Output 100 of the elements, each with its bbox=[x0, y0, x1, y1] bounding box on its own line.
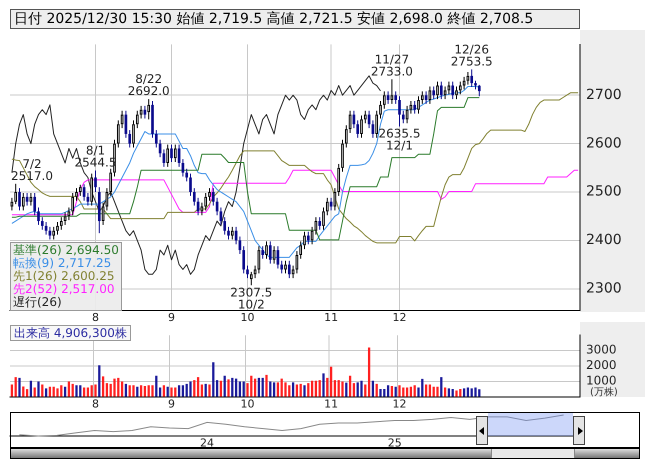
bar bbox=[459, 388, 462, 397]
candlestick bbox=[261, 246, 264, 260]
x-tick-label: 10 bbox=[240, 397, 254, 410]
candlestick bbox=[109, 168, 112, 196]
candlestick bbox=[227, 226, 230, 240]
bar bbox=[262, 378, 264, 397]
bar bbox=[41, 384, 44, 397]
text: 遅行(26) bbox=[13, 295, 63, 309]
bar bbox=[204, 384, 207, 397]
candlestick bbox=[398, 96, 401, 127]
candlestick bbox=[337, 163, 340, 196]
candlestick bbox=[254, 265, 256, 279]
candlestick bbox=[306, 231, 310, 245]
bar bbox=[345, 382, 348, 397]
candlestick bbox=[326, 197, 329, 216]
candlestick bbox=[48, 226, 52, 240]
bar bbox=[383, 388, 386, 397]
candlestick bbox=[334, 188, 336, 211]
candlestick bbox=[394, 90, 398, 104]
candlestick bbox=[296, 250, 298, 274]
x-tick-label: 12 bbox=[392, 397, 406, 410]
candlestick bbox=[94, 170, 97, 193]
bar bbox=[52, 386, 55, 397]
candlestick bbox=[368, 110, 370, 129]
bar bbox=[470, 388, 473, 397]
y-tick-label: 2600 bbox=[586, 135, 622, 152]
candlestick bbox=[10, 197, 14, 211]
candlestick bbox=[410, 100, 412, 114]
x-tick-label: 8 bbox=[92, 397, 99, 410]
candlestick bbox=[220, 207, 222, 226]
text: 先2(52) 2,517.00 bbox=[13, 282, 116, 296]
y-tick-label: 2400 bbox=[586, 232, 622, 248]
annotation: 11/27 2733.0 bbox=[370, 52, 413, 78]
x-tick-label: 11 bbox=[324, 397, 338, 410]
candlestick bbox=[451, 81, 454, 100]
bar bbox=[174, 388, 176, 397]
bar bbox=[478, 389, 480, 397]
candlestick bbox=[60, 216, 63, 230]
candlestick bbox=[322, 207, 325, 230]
candlestick bbox=[166, 144, 170, 168]
candlestick bbox=[250, 271, 253, 286]
candlestick bbox=[162, 148, 166, 168]
candlestick bbox=[75, 188, 78, 202]
bar bbox=[117, 378, 120, 397]
candlestick bbox=[417, 96, 420, 114]
candlestick bbox=[470, 68, 474, 88]
bar bbox=[452, 388, 454, 397]
bar bbox=[338, 380, 340, 397]
bar bbox=[269, 382, 272, 397]
candlestick bbox=[132, 120, 135, 148]
candlestick bbox=[310, 226, 314, 245]
candlestick bbox=[268, 240, 272, 264]
candlestick bbox=[200, 202, 204, 216]
bar bbox=[440, 377, 442, 397]
bar bbox=[98, 365, 100, 397]
candlestick bbox=[140, 105, 142, 119]
bar bbox=[155, 376, 158, 397]
bar bbox=[79, 385, 82, 397]
candlestick bbox=[128, 130, 132, 148]
x-tick-label: 24 bbox=[200, 436, 214, 450]
bar bbox=[231, 378, 234, 397]
candlestick bbox=[144, 105, 146, 119]
candlestick bbox=[406, 105, 408, 124]
chart-title: 日付 2025/12/30 15:30 始値 2,719.5 高値 2,721.5 安値 2,698.0 終値 2,708.5 bbox=[10, 9, 580, 29]
text: 先1(26) 2,600.25 bbox=[13, 269, 116, 283]
bar bbox=[136, 386, 138, 397]
candlestick bbox=[230, 226, 234, 240]
bar bbox=[34, 388, 36, 397]
candlestick bbox=[466, 71, 470, 86]
candlestick bbox=[189, 173, 192, 196]
x-tick-label: 9 bbox=[168, 397, 175, 410]
candlestick bbox=[375, 110, 378, 138]
candlestick bbox=[154, 130, 158, 148]
candlestick bbox=[30, 192, 32, 206]
candlestick bbox=[265, 240, 268, 260]
annotation: 2635.5 12/1 bbox=[378, 126, 420, 153]
candlestick bbox=[14, 183, 18, 205]
candlestick bbox=[170, 144, 173, 163]
x-tick-label: 10 bbox=[240, 311, 254, 324]
candlestick bbox=[424, 90, 428, 104]
candlestick bbox=[82, 184, 86, 202]
bar bbox=[421, 378, 424, 397]
annotation: 8/22 2692.0 bbox=[128, 72, 170, 98]
x-tick-label: 9 bbox=[168, 311, 175, 324]
x-tick-label: 8 bbox=[92, 311, 99, 324]
candlestick bbox=[360, 115, 363, 138]
candlestick bbox=[303, 231, 306, 250]
candlestick bbox=[448, 81, 450, 95]
candlestick bbox=[390, 78, 394, 104]
bar bbox=[166, 386, 169, 397]
candlestick bbox=[440, 81, 443, 100]
annotation: 2307.5 10/2 bbox=[230, 285, 272, 312]
bar bbox=[148, 385, 150, 397]
candlestick bbox=[234, 226, 238, 245]
candlestick bbox=[68, 207, 70, 221]
candlestick bbox=[458, 81, 462, 95]
candlestick bbox=[276, 246, 280, 269]
candlestick bbox=[284, 260, 287, 274]
candlestick bbox=[64, 212, 66, 226]
candlestick bbox=[147, 98, 150, 120]
